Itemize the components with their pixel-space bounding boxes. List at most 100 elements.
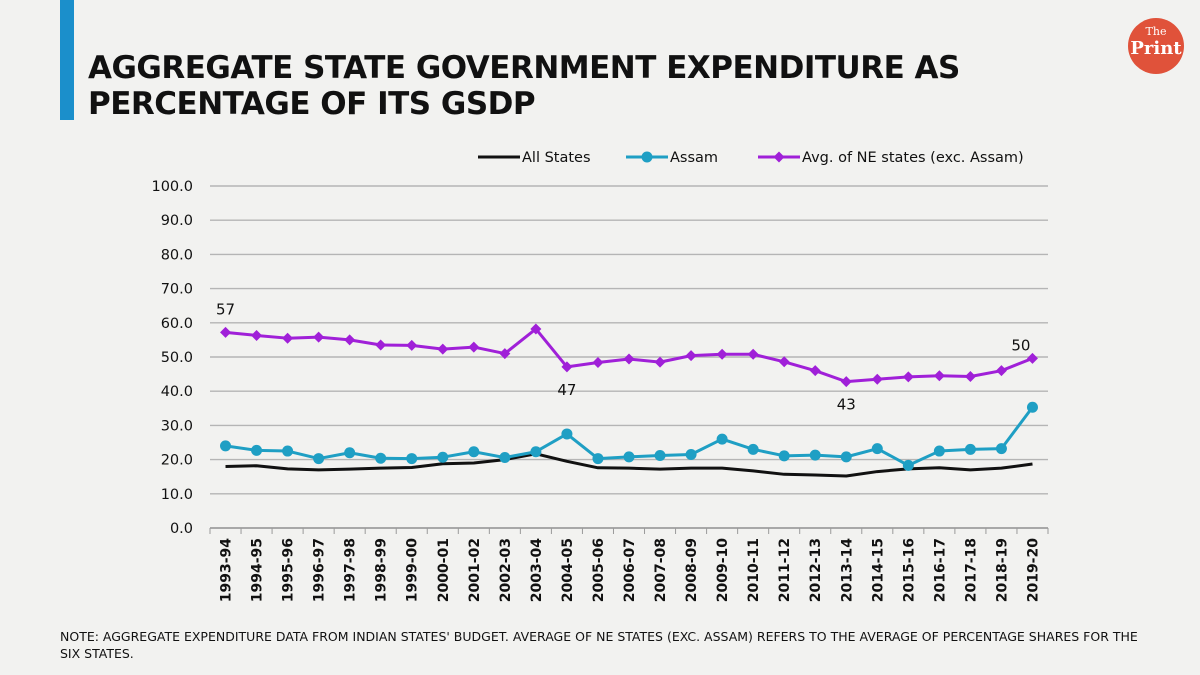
legend-label: Assam bbox=[670, 150, 718, 166]
assam-point bbox=[251, 444, 263, 456]
x-tick-label: 2004-05 bbox=[560, 538, 576, 602]
x-tick-label: 1994-95 bbox=[250, 538, 266, 602]
assam-point bbox=[871, 443, 883, 455]
assam-point bbox=[313, 453, 325, 465]
x-tick-label: 2015-16 bbox=[901, 538, 917, 602]
assam-point bbox=[530, 446, 542, 458]
assam-point bbox=[840, 451, 852, 463]
assam-point bbox=[1026, 401, 1038, 413]
ne-avg-point bbox=[809, 365, 821, 377]
x-tick-label: 2002-03 bbox=[498, 538, 514, 602]
chart-title: AGGREGATE STATE GOVERNMENT EXPENDITURE A… bbox=[88, 50, 960, 122]
x-tick-label: 2012-13 bbox=[808, 538, 824, 602]
logo-the-text: The bbox=[1145, 25, 1167, 38]
x-tick-label: 1999-00 bbox=[405, 538, 421, 603]
y-tick-label: 20.0 bbox=[161, 453, 193, 469]
ne-avg-point bbox=[561, 361, 573, 373]
ne-avg-point bbox=[871, 373, 883, 385]
assam-point bbox=[499, 452, 511, 464]
assam-point bbox=[747, 443, 759, 455]
x-tick-label: 2010-11 bbox=[746, 538, 762, 602]
assam-point bbox=[933, 445, 945, 457]
y-tick-label: 60.0 bbox=[161, 316, 193, 332]
x-tick-label: 2008-09 bbox=[684, 538, 700, 602]
assam-point bbox=[902, 459, 914, 471]
ne-avg-point bbox=[468, 341, 480, 353]
x-tick-label: 2005-06 bbox=[591, 538, 607, 602]
x-tick-label: 1993-94 bbox=[219, 538, 235, 603]
ne-avg-point bbox=[282, 332, 294, 344]
footnote: NOTE: AGGREGATE EXPENDITURE DATA FROM IN… bbox=[60, 629, 1138, 661]
ne-avg-point bbox=[313, 331, 325, 343]
assam-point bbox=[623, 451, 635, 463]
x-tick-label: 2003-04 bbox=[529, 538, 545, 603]
y-tick-label: 30.0 bbox=[161, 418, 193, 434]
assam-point bbox=[561, 428, 573, 440]
x-tick-label: 2001-02 bbox=[467, 538, 483, 602]
ne-avg-point bbox=[623, 353, 635, 365]
assam-point bbox=[685, 448, 697, 460]
assam-point bbox=[778, 450, 790, 462]
ne-avg-point bbox=[685, 350, 697, 362]
ne-avg-point bbox=[592, 356, 604, 368]
legend-marker bbox=[641, 151, 653, 163]
y-tick-label: 70.0 bbox=[161, 282, 193, 298]
y-tick-label: 10.0 bbox=[161, 487, 193, 503]
ne-avg-point bbox=[406, 339, 418, 351]
logo-print-text: Print bbox=[1130, 38, 1182, 59]
ne-avg-point bbox=[530, 323, 542, 335]
x-tick-label: 2017-18 bbox=[963, 538, 979, 602]
x-tick-label: 2019-20 bbox=[1025, 538, 1041, 603]
ne-avg-point bbox=[933, 370, 945, 382]
x-tick-label: 2011-12 bbox=[777, 538, 793, 602]
ne-avg-point bbox=[437, 343, 449, 355]
x-tick-label: 2009-10 bbox=[715, 538, 731, 603]
ne-avg-point bbox=[654, 356, 666, 368]
data-label: 57 bbox=[216, 300, 235, 318]
y-tick-label: 80.0 bbox=[161, 247, 193, 263]
y-tick-label: 0.0 bbox=[170, 521, 193, 537]
ne-avg-point bbox=[499, 348, 511, 360]
legend-label: All States bbox=[522, 150, 591, 166]
assam-point bbox=[344, 447, 356, 459]
assam-point bbox=[282, 445, 294, 457]
x-tick-label: 2000-01 bbox=[436, 538, 452, 602]
x-tick-label: 2007-08 bbox=[653, 538, 669, 602]
assam-point bbox=[468, 446, 480, 458]
assam-point bbox=[375, 452, 387, 464]
data-label: 50 bbox=[1011, 336, 1030, 354]
ne-avg-point bbox=[375, 339, 387, 351]
ne-avg-point bbox=[995, 365, 1007, 377]
legend-marker bbox=[773, 151, 785, 163]
assam-point bbox=[964, 443, 976, 455]
legend-label: Avg. of NE states (exc. Assam) bbox=[802, 150, 1024, 166]
assam-point bbox=[406, 453, 418, 465]
y-tick-label: 90.0 bbox=[161, 213, 193, 229]
x-tick-label: 1998-99 bbox=[374, 538, 390, 602]
ne-avg-point bbox=[1026, 352, 1038, 364]
assam-point bbox=[437, 451, 449, 463]
x-tick-label: 2018-19 bbox=[994, 538, 1010, 602]
ne-avg-point bbox=[778, 356, 790, 368]
data-label: 47 bbox=[557, 381, 576, 399]
assam-point bbox=[654, 449, 666, 461]
ne-avg-point bbox=[251, 329, 263, 341]
ne-avg-point bbox=[964, 370, 976, 382]
x-tick-label: 1995-96 bbox=[281, 538, 297, 602]
assam-point bbox=[809, 449, 821, 461]
ne-avg-point bbox=[716, 348, 728, 360]
ne-avg-point bbox=[902, 371, 914, 383]
ne-avg-point bbox=[344, 334, 356, 346]
x-tick-label: 2014-15 bbox=[870, 538, 886, 602]
y-tick-label: 40.0 bbox=[161, 384, 193, 400]
ne-avg-point bbox=[747, 348, 759, 360]
ne-avg-point bbox=[220, 326, 232, 338]
x-tick-label: 2006-07 bbox=[622, 538, 638, 602]
x-tick-label: 2013-14 bbox=[839, 538, 855, 603]
y-tick-label: 100.0 bbox=[151, 179, 193, 195]
accent-bar bbox=[60, 0, 74, 120]
x-tick-label: 1997-98 bbox=[343, 538, 359, 602]
assam-point bbox=[592, 453, 604, 465]
series-line-0 bbox=[225, 452, 1033, 478]
